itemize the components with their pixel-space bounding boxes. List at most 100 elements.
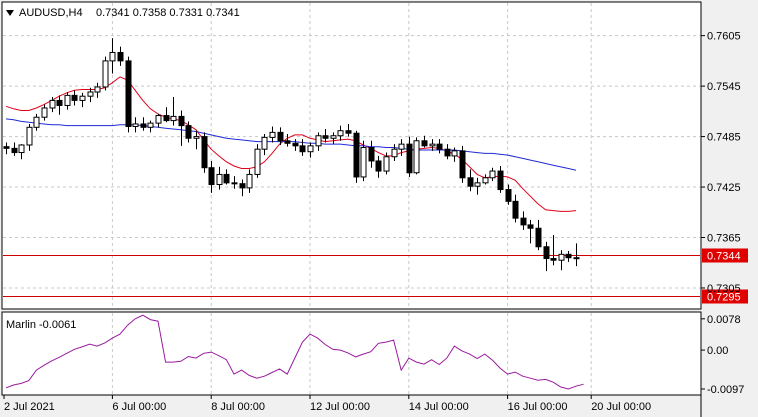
candle-body (117, 51, 124, 62)
time-tick-label: 12 Jul 00:00 (310, 401, 370, 413)
candle (406, 136, 413, 177)
candle-body (102, 60, 109, 88)
candle-body (330, 135, 337, 139)
candle (391, 144, 398, 161)
symbol-timeframe: AUDUSD,H4 (19, 7, 83, 19)
candle (467, 169, 474, 192)
candle (474, 177, 481, 195)
candle (284, 134, 291, 147)
candle-body (170, 115, 177, 122)
candle (254, 144, 261, 178)
candle (451, 147, 458, 162)
candle (117, 46, 124, 66)
candle (18, 144, 25, 160)
candle (444, 144, 451, 160)
time-tick-label: 6 Jul 00:00 (112, 401, 166, 413)
price-panel[interactable] (1, 1, 702, 310)
candle (94, 82, 101, 98)
candle (292, 139, 299, 151)
dropdown-triangle-icon[interactable] (6, 10, 14, 16)
candle (353, 130, 360, 183)
candle (345, 123, 352, 137)
candle-body (398, 143, 405, 150)
candle (261, 134, 268, 156)
candle (398, 139, 405, 156)
candle (246, 169, 253, 193)
candle-body (421, 140, 428, 147)
candle-body (277, 131, 284, 142)
candle-body (429, 143, 436, 147)
indicator-panel[interactable] (1, 311, 702, 396)
candle (543, 241, 550, 272)
price-tick-label: 0.7305 (707, 283, 741, 295)
candle (368, 140, 375, 168)
candle (360, 140, 367, 182)
time-tick-label: 14 Jul 00:00 (409, 401, 469, 413)
candle-body (550, 258, 557, 261)
candle-body (132, 123, 139, 127)
candle-body (11, 147, 18, 154)
candle-body (368, 147, 375, 162)
time-axis: 2 Jul 2021 6 Jul 00:00 8 Jul 00:00 12 Jul 0… (3, 395, 651, 413)
candle (102, 56, 109, 91)
candle-body (71, 94, 78, 101)
candle (315, 132, 322, 151)
candle-body (87, 91, 94, 97)
candle (33, 113, 40, 131)
candle (223, 169, 230, 185)
candle-body (444, 148, 451, 157)
candle-body (193, 136, 200, 139)
candle (178, 110, 185, 146)
candle-body (383, 156, 390, 172)
candle-body (337, 130, 344, 137)
candle-body (315, 135, 322, 147)
candle (550, 234, 557, 266)
price-level-label-bg (702, 289, 748, 304)
price-level-label: 0.7295 (707, 292, 741, 304)
price-axis: 0.7605 0.7545 0.7485 0.7425 0.7365 0.7305 (701, 31, 741, 295)
candle-body (489, 170, 496, 179)
candle (429, 139, 436, 151)
candle-body (391, 148, 398, 158)
candle (413, 137, 420, 175)
candles (3, 38, 580, 272)
price-tick-label: 0.7485 (707, 132, 741, 144)
price-tick-label: 0.7365 (707, 233, 741, 245)
candle (109, 38, 116, 74)
candle (436, 139, 443, 154)
candle (79, 92, 86, 108)
candle (193, 130, 200, 150)
candle-body (558, 253, 565, 261)
candle-body (467, 177, 474, 187)
candle-body (505, 189, 512, 202)
candle-body (163, 115, 170, 122)
price-level-label-bg (702, 248, 748, 263)
candle-body (223, 173, 230, 184)
candle (375, 155, 382, 178)
candle (489, 167, 496, 182)
candle-body (3, 146, 10, 149)
candle-body (292, 142, 299, 147)
horizontal-levels[interactable]: 0.7344 0.7295 (3, 248, 748, 304)
candle (565, 250, 572, 262)
candle-body (307, 145, 314, 153)
candle-body (261, 136, 268, 150)
candle (459, 145, 466, 183)
candle (170, 97, 177, 126)
candle (383, 152, 390, 175)
candle (147, 120, 154, 133)
candle-body (520, 217, 527, 226)
moving-averages (5, 76, 577, 212)
candle (26, 123, 33, 151)
candle-body (147, 122, 154, 128)
candle-body (436, 143, 443, 150)
candle-body (474, 182, 481, 187)
price-tick-label: 0.7605 (707, 31, 741, 43)
candle-body (482, 177, 489, 184)
candle (125, 56, 132, 133)
candle (497, 166, 504, 193)
candle-body (208, 167, 215, 186)
candle-body (246, 173, 253, 189)
